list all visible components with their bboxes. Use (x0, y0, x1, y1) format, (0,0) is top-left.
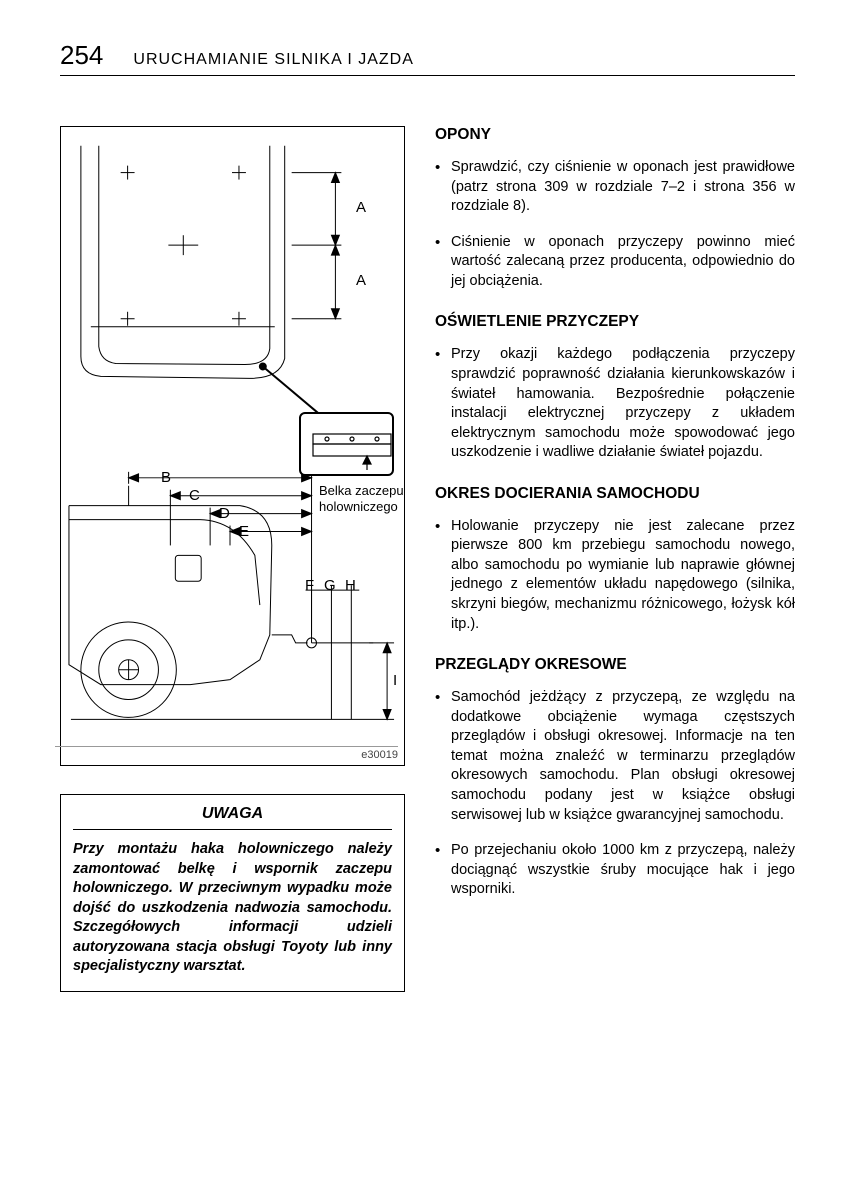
bracket-detail-box (299, 412, 394, 476)
content-columns: A A Belka zaczepu holowniczego B C D E (60, 126, 795, 992)
section-list-opony: Sprawdzić, czy ciśnienie w oponach jest … (435, 158, 795, 291)
section-heading-przeglady: PRZEGLĄDY OKRESOWE (435, 656, 795, 674)
dim-label-a1: A (356, 199, 366, 216)
notice-box: UWAGA Przy montażu haka holowniczego nal… (60, 794, 405, 992)
dim-label-c: C (189, 487, 200, 504)
dim-label-g: G (324, 577, 336, 594)
header-title: URUCHAMIANIE SILNIKA I JAZDA (133, 51, 414, 69)
dim-label-b: B (161, 469, 171, 486)
section-heading-opony: OPONY (435, 126, 795, 144)
page-number: 254 (60, 40, 103, 71)
list-item: Po przejechaniu około 1000 km z przyczep… (435, 841, 795, 900)
bracket-callout-label: Belka zaczepu holowniczego (319, 483, 404, 516)
dim-label-a2: A (356, 272, 366, 289)
figure-id: e30019 (55, 746, 398, 761)
dim-label-h: H (345, 577, 356, 594)
section-heading-docieranie: OKRES DOCIERANIA SAMOCHODU (435, 485, 795, 503)
dim-label-i: I (393, 672, 397, 689)
right-column: OPONY Sprawdzić, czy ciśnienie w oponach… (435, 126, 795, 992)
list-item: Przy okazji każdego podłączenia przyczep… (435, 345, 795, 462)
technical-figure: A A Belka zaczepu holowniczego B C D E (60, 126, 405, 766)
list-item: Samochód jeżdżący z przyczepą, ze względ… (435, 688, 795, 825)
section-list-docieranie: Holowanie przyczepy nie jest zalecane pr… (435, 517, 795, 634)
dim-label-d: D (219, 505, 230, 522)
section-list-przeglady: Samochód jeżdżący z przyczepą, ze względ… (435, 688, 795, 900)
dim-label-f: F (305, 577, 314, 594)
notice-title: UWAGA (73, 805, 392, 830)
list-item: Sprawdzić, czy ciśnienie w oponach jest … (435, 158, 795, 217)
list-item: Ciśnienie w oponach przyczepy powinno mi… (435, 233, 795, 292)
list-item: Holowanie przyczepy nie jest zalecane pr… (435, 517, 795, 634)
notice-body: Przy montażu haka holowniczego należy za… (73, 840, 392, 977)
dim-label-e: E (239, 523, 249, 540)
section-heading-oswietlenie: OŚWIETLENIE PRZYCZEPY (435, 313, 795, 331)
left-column: A A Belka zaczepu holowniczego B C D E (60, 126, 405, 992)
page-header: 254 URUCHAMIANIE SILNIKA I JAZDA (60, 40, 795, 76)
section-list-oswietlenie: Przy okazji każdego podłączenia przyczep… (435, 345, 795, 462)
